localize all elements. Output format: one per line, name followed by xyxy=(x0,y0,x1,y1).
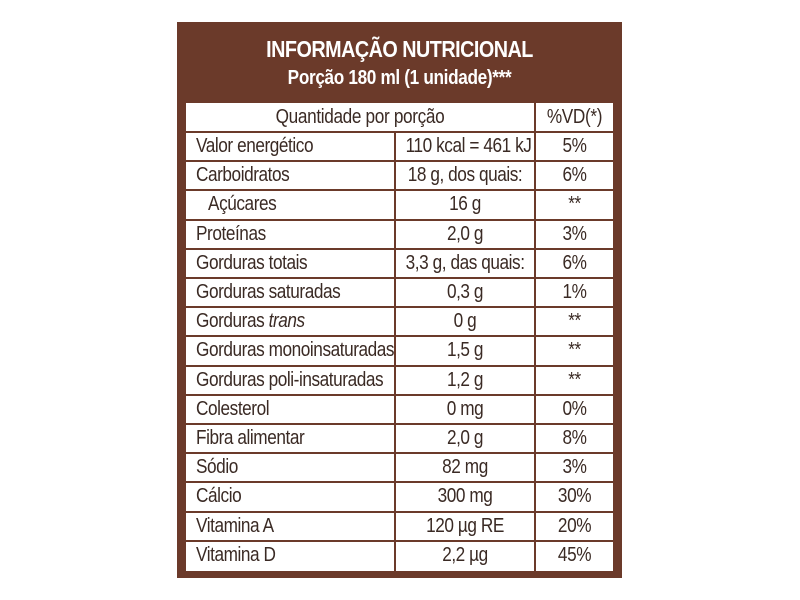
nutrient-amount-gorduras-totais: 3,3 g, das quais: xyxy=(405,251,525,274)
row-divider xyxy=(186,452,613,455)
nutrient-name-gorduras-poli-insaturadas: Gorduras poli-insaturadas xyxy=(196,368,384,391)
nutrient-name-colesterol: Colesterol xyxy=(196,397,270,420)
row-divider xyxy=(186,160,613,163)
serving-size: Porção 180 ml (1 unidade)*** xyxy=(287,67,512,89)
nutrient-dv-colesterol: 0% xyxy=(562,397,587,420)
row-divider xyxy=(186,131,613,133)
nutrient-name-calcio: Cálcio xyxy=(196,485,242,508)
nutrient-name-acucares: Açúcares xyxy=(208,193,277,216)
nutrient-name-proteinas: Proteínas xyxy=(196,222,266,245)
nutrient-dv-sodio: 3% xyxy=(562,456,587,479)
row-divider xyxy=(186,481,613,484)
nutrient-dv-proteinas: 3% xyxy=(562,222,587,245)
nutrition-table: Quantidade por porção %VD(*) Valor energ… xyxy=(186,103,613,571)
nutrient-name-gorduras-saturadas: Gorduras saturadas xyxy=(196,281,341,303)
row-divider xyxy=(186,335,613,338)
nutrient-dv-fibra-alimentar: 8% xyxy=(562,427,587,449)
nutrient-dv-gorduras-monoinsaturadas: ** xyxy=(568,339,581,362)
nutrient-name-vitamina-a: Vitamina A xyxy=(196,514,274,537)
quantity-header: Quantidade por porção xyxy=(275,106,445,128)
nutrient-amount-vitamina-a: 120 µg RE xyxy=(426,514,504,537)
nutrient-amount-vitamina-d: 2,2 µg xyxy=(442,543,488,566)
nutrient-amount-gorduras-monoinsaturadas: 1,5 g xyxy=(446,339,484,362)
row-divider xyxy=(186,189,613,192)
nutrient-amount-proteinas: 2,0 g xyxy=(446,222,484,245)
row-divider xyxy=(186,277,613,279)
row-divider xyxy=(186,247,613,250)
row-divider xyxy=(186,393,613,396)
nutrient-amount-acucares: 16 g xyxy=(449,193,481,216)
nutrient-dv-gorduras-trans: ** xyxy=(568,310,581,333)
column-divider-amount xyxy=(394,132,396,571)
nutrient-name-carboidratos: Carboidratos xyxy=(196,164,290,187)
nutrient-amount-calcio: 300 mg xyxy=(437,485,493,508)
nutrient-name-italic: trans xyxy=(268,310,306,333)
nutrition-header: INFORMAÇÃO NUTRICIONAL Porção 180 ml (1 … xyxy=(177,22,622,100)
nutrient-amount-gorduras-saturadas: 0,3 g xyxy=(446,281,484,303)
nutrient-amount-gorduras-trans: 0 g xyxy=(453,310,477,333)
row-divider xyxy=(186,364,613,367)
nutrient-name-fibra-alimentar: Fibra alimentar xyxy=(196,427,305,449)
nutrient-dv-valor-energetico: 5% xyxy=(562,135,587,157)
row-divider xyxy=(186,218,613,221)
nutrient-amount-fibra-alimentar: 2,0 g xyxy=(446,427,484,449)
nutrient-dv-gorduras-poli-insaturadas: ** xyxy=(568,368,581,391)
nutrition-facts-panel: INFORMAÇÃO NUTRICIONAL Porção 180 ml (1 … xyxy=(177,22,622,578)
row-divider xyxy=(186,539,613,542)
nutrient-name-text: Gorduras xyxy=(196,310,269,333)
nutrient-name-sodio: Sódio xyxy=(196,456,238,479)
nutrient-name-valor-energetico: Valor energético xyxy=(196,135,314,157)
nutrient-amount-gorduras-poli-insaturadas: 1,2 g xyxy=(446,368,484,391)
nutrient-dv-carboidratos: 6% xyxy=(562,164,587,187)
nutrient-name-gorduras-totais: Gorduras totais xyxy=(196,251,308,274)
nutrient-name-vitamina-d: Vitamina D xyxy=(196,543,276,566)
nutrition-title: INFORMAÇÃO NUTRICIONAL xyxy=(266,36,533,62)
nutrient-dv-vitamina-a: 20% xyxy=(557,514,592,537)
nutrient-dv-gorduras-totais: 6% xyxy=(562,251,587,274)
row-divider xyxy=(186,306,613,309)
nutrient-dv-acucares: ** xyxy=(568,193,581,216)
row-divider xyxy=(186,423,613,425)
nutrient-amount-sodio: 82 mg xyxy=(442,456,488,479)
dv-header: %VD(*) xyxy=(546,106,603,128)
nutrient-name-gorduras-trans: Gorduras trans xyxy=(196,307,305,336)
nutrient-amount-carboidratos: 18 g, dos quais: xyxy=(407,164,523,187)
row-divider xyxy=(186,510,613,513)
nutrient-dv-calcio: 30% xyxy=(557,485,592,508)
nutrient-amount-valor-energetico: 110 kcal = 461 kJ xyxy=(405,135,532,157)
nutrient-dv-vitamina-d: 45% xyxy=(557,543,592,566)
nutrient-amount-colesterol: 0 mg xyxy=(446,397,484,420)
nutrient-dv-gorduras-saturadas: 1% xyxy=(562,281,587,303)
nutrient-name-gorduras-monoinsaturadas: Gorduras monoinsaturadas xyxy=(196,339,395,362)
